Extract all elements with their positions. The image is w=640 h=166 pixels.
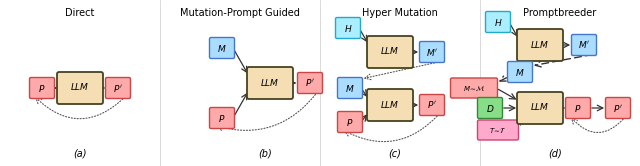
- FancyBboxPatch shape: [517, 92, 563, 124]
- Text: $M'$: $M'$: [426, 46, 438, 57]
- FancyBboxPatch shape: [605, 97, 630, 119]
- Text: $M$: $M$: [345, 83, 355, 93]
- Text: $P'$: $P'$: [613, 102, 623, 114]
- FancyBboxPatch shape: [335, 17, 360, 39]
- FancyBboxPatch shape: [247, 67, 293, 99]
- FancyBboxPatch shape: [209, 108, 234, 128]
- FancyBboxPatch shape: [57, 72, 103, 104]
- FancyBboxPatch shape: [517, 29, 563, 61]
- Text: $P$: $P$: [346, 117, 354, 127]
- FancyBboxPatch shape: [451, 78, 497, 98]
- Text: $H$: $H$: [344, 23, 352, 34]
- Text: (a): (a): [73, 148, 87, 158]
- Text: (d): (d): [548, 148, 562, 158]
- Text: LLM: LLM: [531, 103, 549, 113]
- FancyBboxPatch shape: [572, 35, 596, 55]
- FancyBboxPatch shape: [337, 78, 362, 98]
- Text: $M$: $M$: [515, 67, 525, 78]
- FancyBboxPatch shape: [29, 78, 54, 98]
- Text: $P'$: $P'$: [427, 99, 437, 111]
- FancyBboxPatch shape: [566, 97, 591, 119]
- Text: $M\!\sim\!\mathcal{M}$: $M\!\sim\!\mathcal{M}$: [463, 83, 485, 93]
- Text: (c): (c): [388, 148, 401, 158]
- Text: Direct: Direct: [65, 8, 95, 18]
- Text: LLM: LLM: [71, 83, 89, 92]
- Text: $P$: $P$: [218, 113, 226, 124]
- FancyBboxPatch shape: [477, 97, 502, 119]
- Text: $P'$: $P'$: [113, 83, 123, 93]
- Text: Mutation-Prompt Guided: Mutation-Prompt Guided: [180, 8, 300, 18]
- Text: $H$: $H$: [493, 16, 502, 28]
- Text: LLM: LLM: [381, 47, 399, 56]
- FancyBboxPatch shape: [337, 112, 362, 132]
- FancyBboxPatch shape: [209, 38, 234, 58]
- FancyBboxPatch shape: [367, 89, 413, 121]
- Text: LLM: LLM: [381, 100, 399, 110]
- FancyBboxPatch shape: [477, 120, 518, 140]
- FancyBboxPatch shape: [508, 61, 532, 83]
- FancyBboxPatch shape: [419, 42, 445, 63]
- FancyBboxPatch shape: [419, 94, 445, 116]
- FancyBboxPatch shape: [298, 73, 323, 93]
- Text: $P$: $P$: [38, 83, 45, 93]
- Text: $T\!\sim\!\mathcal{T}$: $T\!\sim\!\mathcal{T}$: [489, 125, 507, 135]
- Text: $D$: $D$: [486, 102, 494, 114]
- Text: $M$: $M$: [217, 42, 227, 53]
- Text: $P$: $P$: [574, 102, 582, 114]
- Text: Promptbreeder: Promptbreeder: [524, 8, 596, 18]
- FancyBboxPatch shape: [367, 36, 413, 68]
- Text: $M'$: $M'$: [578, 40, 590, 50]
- Text: $P'$: $P'$: [305, 78, 315, 88]
- Text: LLM: LLM: [531, 41, 549, 49]
- Text: (b): (b): [258, 148, 272, 158]
- Text: LLM: LLM: [261, 79, 279, 87]
- Text: Hyper Mutation: Hyper Mutation: [362, 8, 438, 18]
- FancyBboxPatch shape: [106, 78, 131, 98]
- FancyBboxPatch shape: [486, 11, 511, 33]
